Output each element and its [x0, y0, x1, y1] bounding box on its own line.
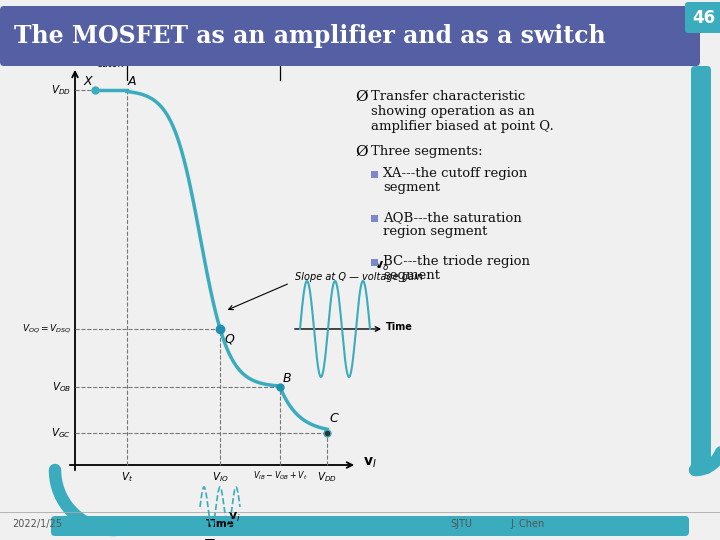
Text: Time: Time	[204, 539, 235, 540]
Text: $V_{OB}$: $V_{OB}$	[52, 380, 71, 394]
Text: Ø: Ø	[355, 90, 368, 104]
Text: $\mathbf{v}_I$: $\mathbf{v}_I$	[363, 456, 377, 470]
Text: $Q_1$ in: $Q_1$ in	[191, 41, 216, 55]
Text: $Q_1$: $Q_1$	[104, 41, 117, 55]
Text: Three segments:: Three segments:	[371, 145, 482, 158]
Text: $V_{DD}$: $V_{DD}$	[317, 470, 337, 484]
Text: X: X	[84, 75, 92, 88]
Text: Slope at Q — voltage gain: Slope at Q — voltage gain	[295, 272, 423, 282]
Text: Time: Time	[386, 322, 413, 332]
FancyBboxPatch shape	[685, 2, 720, 33]
Text: saturation: saturation	[179, 56, 228, 66]
FancyBboxPatch shape	[0, 6, 700, 66]
Text: 46: 46	[693, 9, 716, 27]
Text: J. Chen: J. Chen	[510, 519, 544, 529]
Text: Transfer characteristic: Transfer characteristic	[371, 90, 526, 103]
Text: 2022/1/25: 2022/1/25	[12, 519, 62, 529]
Text: Time: Time	[206, 519, 235, 529]
FancyBboxPatch shape	[371, 259, 378, 266]
Text: Ø: Ø	[355, 145, 368, 159]
Text: $V_{OQ}=V_{DSQ}$: $V_{OQ}=V_{DSQ}$	[22, 322, 71, 335]
FancyBboxPatch shape	[371, 215, 378, 222]
FancyBboxPatch shape	[691, 66, 711, 474]
Text: amplifier biased at point Q.: amplifier biased at point Q.	[371, 120, 554, 133]
Text: $V_{IO}$: $V_{IO}$	[212, 470, 228, 484]
Text: AQB---the saturation: AQB---the saturation	[383, 212, 522, 225]
Text: C: C	[329, 412, 338, 425]
Text: segment: segment	[383, 269, 440, 282]
Text: A: A	[128, 75, 137, 88]
Text: $V_{DD}$: $V_{DD}$	[51, 83, 71, 97]
Text: showing operation as an: showing operation as an	[371, 105, 535, 118]
Text: $V_{GC}$: $V_{GC}$	[51, 426, 71, 440]
Text: XA---the cutoff region: XA---the cutoff region	[383, 167, 527, 180]
Text: segment: segment	[383, 181, 440, 194]
Text: $\mathbf{v}_o$: $\mathbf{v}_o$	[374, 260, 390, 273]
Text: $Q_1$ in: $Q_1$ in	[291, 41, 316, 55]
Text: $V_{IB}-V_{OB}+V_t$: $V_{IB}-V_{OB}+V_t$	[253, 470, 307, 483]
FancyBboxPatch shape	[51, 516, 689, 536]
Text: B: B	[283, 372, 292, 385]
Text: triode region: triode region	[272, 56, 335, 66]
Text: region segment: region segment	[383, 226, 487, 239]
FancyBboxPatch shape	[371, 171, 378, 178]
Text: SJTU: SJTU	[450, 519, 472, 529]
Text: The MOSFET as an amplifier and as a switch: The MOSFET as an amplifier and as a swit…	[14, 24, 606, 48]
Text: cutoff: cutoff	[97, 59, 125, 69]
Text: $V_t$: $V_t$	[121, 470, 133, 484]
Text: Q: Q	[224, 333, 234, 346]
Text: $\mathbf{v}_i$: $\mathbf{v}_i$	[228, 511, 240, 524]
Text: BC---the triode region: BC---the triode region	[383, 255, 530, 268]
Text: $v_O$: $v_O$	[65, 52, 81, 65]
